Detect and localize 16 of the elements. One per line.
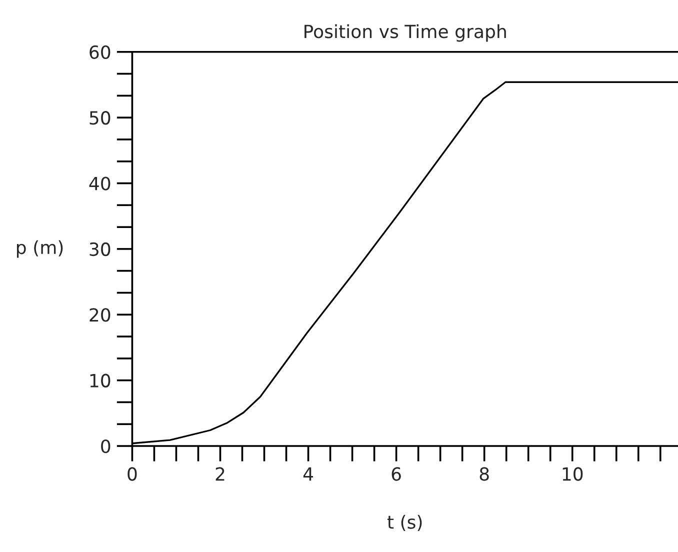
- x-tick-label: 4: [303, 467, 313, 481]
- x-tick-label: 6: [392, 467, 401, 481]
- x-tick-label: 2: [216, 467, 224, 481]
- y-tick-label: 30: [90, 242, 110, 256]
- y-tick-label: 10: [90, 374, 110, 388]
- x-tick-label: 0: [128, 467, 137, 481]
- y-axis-title: p (m): [16, 240, 63, 258]
- x-axis-title: t (s): [387, 514, 422, 531]
- y-tick-label: 60: [90, 45, 110, 60]
- y-tick-label: 50: [90, 111, 110, 125]
- y-tick-label: 0: [101, 439, 110, 454]
- y-tick-label: 20: [90, 308, 110, 322]
- x-tick-label: 10: [562, 467, 583, 481]
- chart-title: Position vs Time graph: [304, 24, 506, 42]
- y-tick-label: 40: [89, 176, 110, 190]
- x-tick-label: 8: [480, 467, 489, 481]
